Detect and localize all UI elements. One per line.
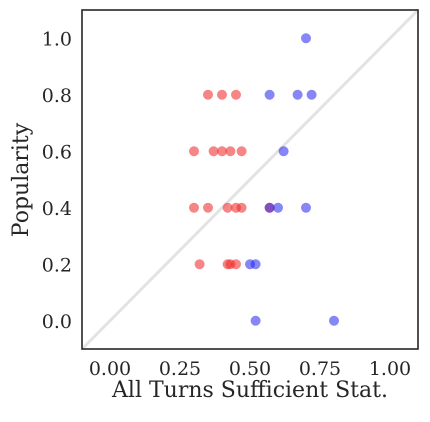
- data-point: [225, 146, 236, 157]
- data-point: [217, 146, 227, 157]
- y-axis-label: Popularity: [9, 122, 34, 237]
- y-tick-label: 0.2: [42, 254, 72, 276]
- data-point: [264, 202, 275, 213]
- data-point: [189, 202, 199, 213]
- plot-area: [82, 10, 418, 349]
- x-axis-ticks: 0.00 0.25 0.50 0.75 1.00: [89, 358, 411, 380]
- y-tick-label: 0.8: [42, 85, 72, 107]
- x-tick-label: 0.00: [89, 358, 131, 380]
- data-point: [208, 146, 219, 157]
- data-point: [189, 146, 199, 157]
- data-point: [278, 146, 289, 157]
- plot-frame: [81, 9, 419, 350]
- y-tick-label: 1.0: [42, 28, 72, 50]
- data-point: [273, 202, 283, 213]
- data-point: [203, 202, 213, 213]
- data-point: [236, 146, 247, 157]
- x-tick-label: 1.00: [369, 358, 411, 380]
- series-0: [189, 89, 275, 270]
- data-point: [250, 259, 261, 270]
- x-tick-label: 0.25: [159, 358, 201, 380]
- reference-diagonal-line: [82, 10, 418, 349]
- data-point: [231, 89, 241, 100]
- x-tick-label: 0.50: [229, 358, 271, 380]
- data-point: [329, 315, 339, 326]
- y-tick-label: 0.6: [42, 141, 72, 163]
- data-point: [301, 33, 311, 44]
- x-tick-label: 0.75: [299, 358, 341, 380]
- y-tick-label: 0.4: [42, 198, 72, 220]
- data-point: [236, 202, 247, 213]
- data-point: [217, 89, 227, 100]
- series-1: [245, 33, 339, 326]
- data-point: [250, 315, 261, 326]
- data-point: [222, 202, 233, 213]
- data-point: [292, 89, 303, 100]
- data-point: [301, 202, 311, 213]
- data-point: [264, 89, 275, 100]
- y-axis-ticks: 0.0 0.2 0.4 0.6 0.8 1.0: [42, 28, 72, 333]
- x-axis-label: All Turns Sufficient Stat.: [111, 378, 388, 403]
- data-point: [203, 89, 213, 100]
- data-point: [194, 259, 205, 270]
- y-tick-label: 0.0: [42, 311, 72, 333]
- data-point: [231, 259, 241, 270]
- data-point: [306, 89, 317, 100]
